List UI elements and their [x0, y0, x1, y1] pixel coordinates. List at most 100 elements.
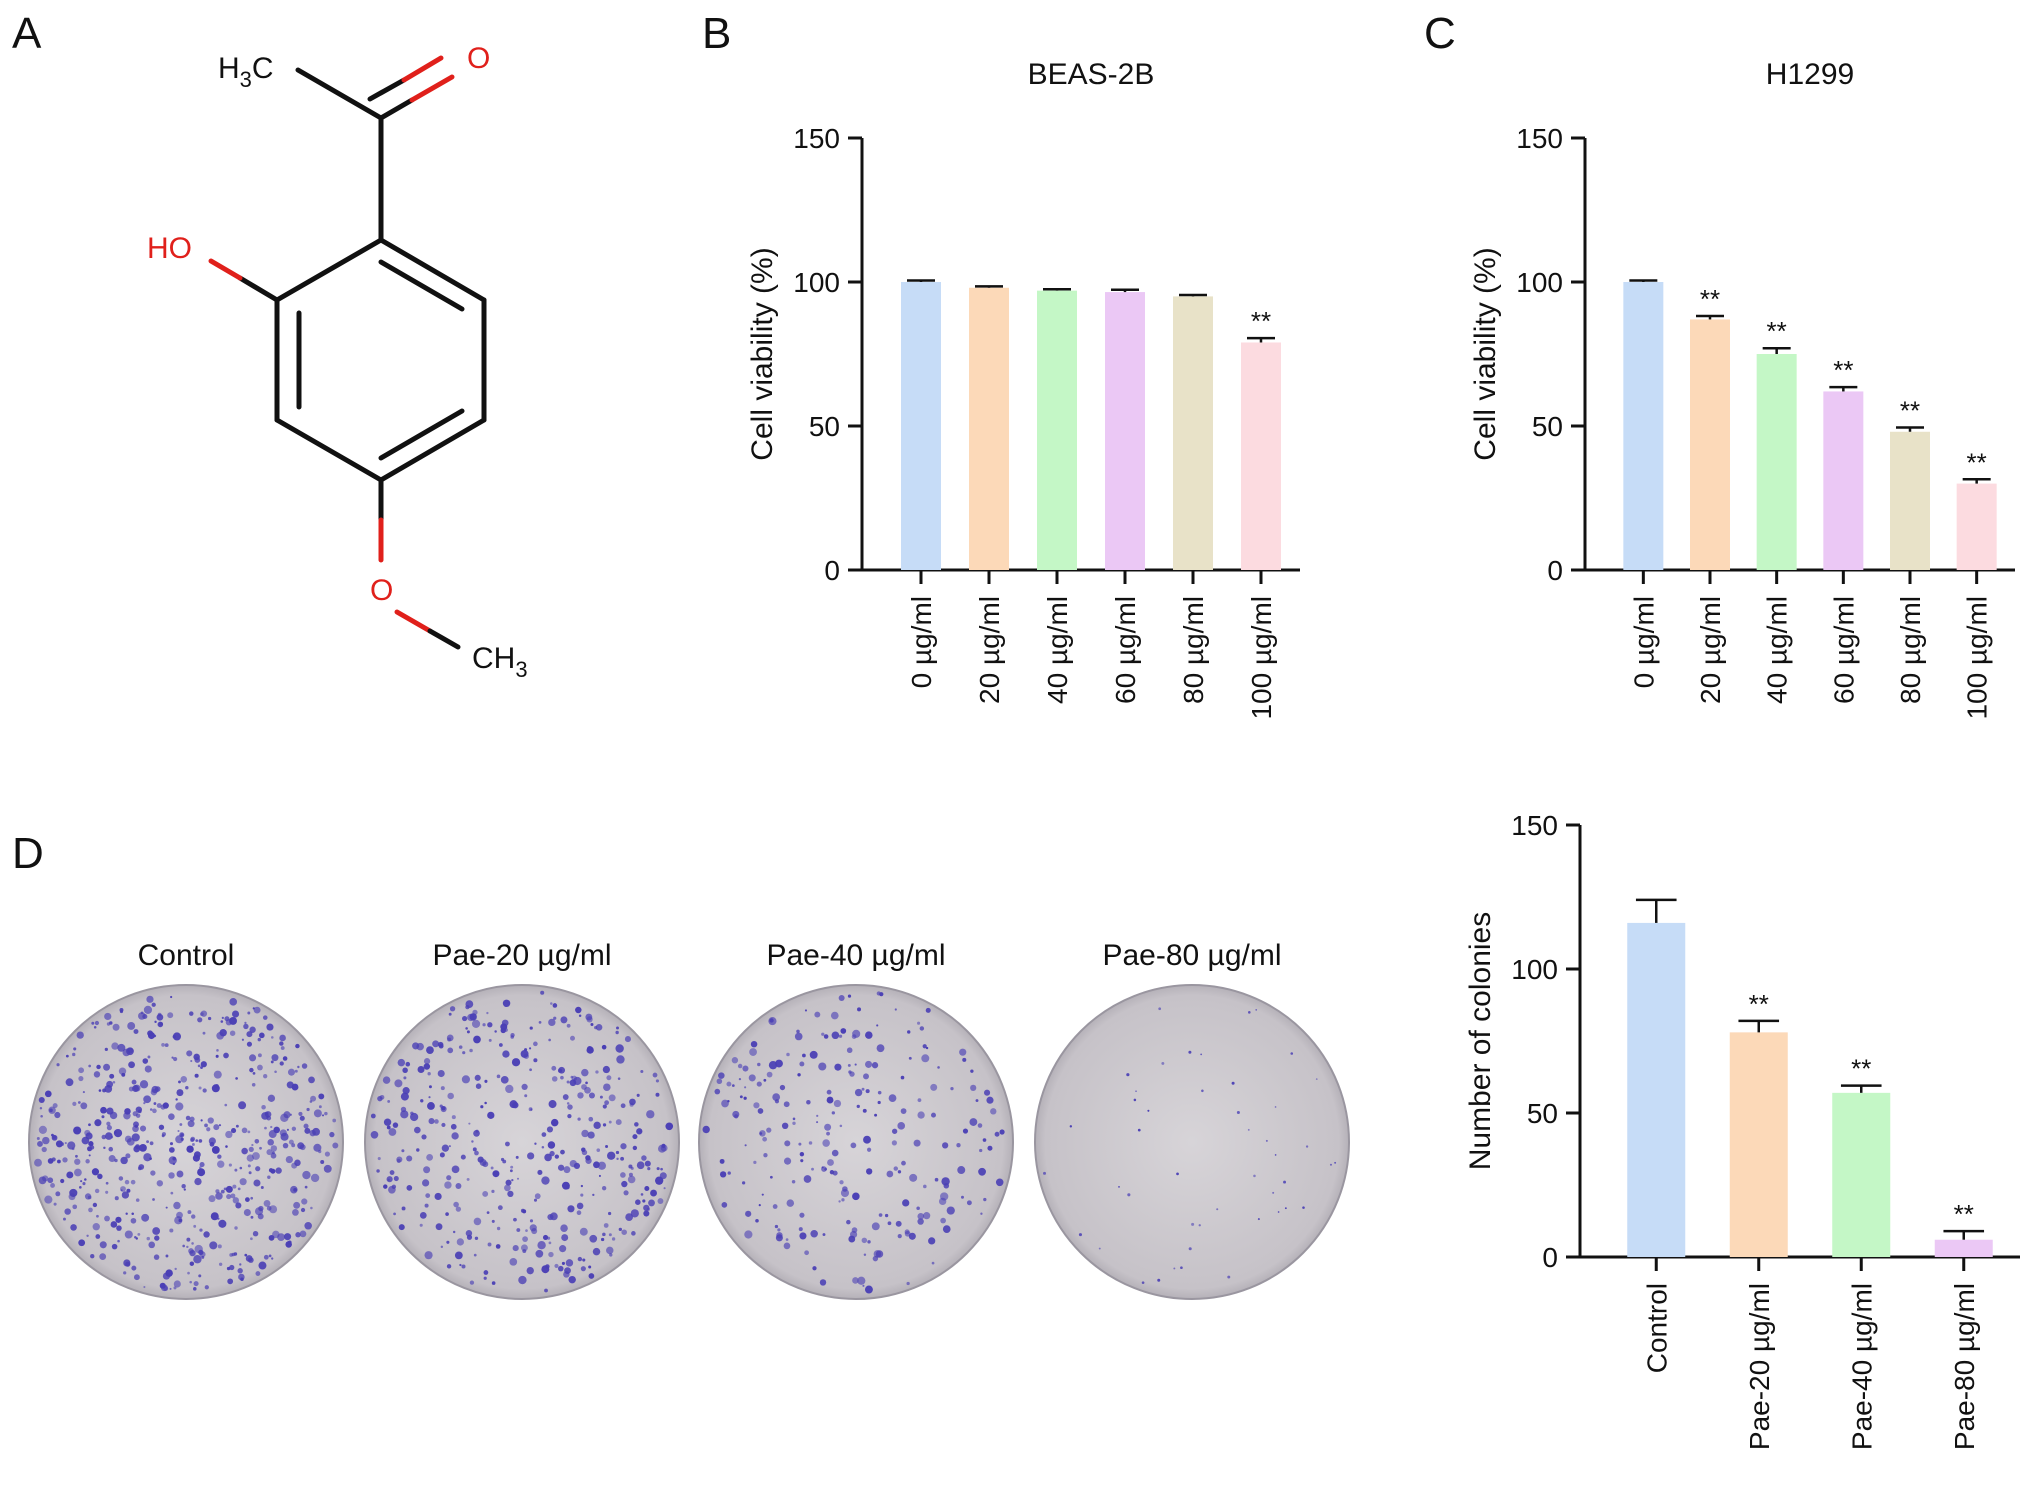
colony	[63, 1217, 66, 1221]
colony	[554, 1154, 559, 1159]
colony	[198, 1249, 204, 1255]
colony	[189, 1011, 194, 1016]
colony	[294, 1069, 298, 1073]
colony	[588, 1273, 595, 1279]
colony	[799, 1232, 807, 1240]
colony	[959, 1048, 967, 1056]
colony	[734, 1114, 739, 1119]
colony	[861, 1237, 868, 1244]
colony	[1201, 1089, 1204, 1093]
colony	[208, 1137, 216, 1145]
colony	[483, 1270, 489, 1275]
colony	[235, 1124, 239, 1128]
colony	[500, 1023, 508, 1031]
colony	[584, 1086, 591, 1094]
colony	[731, 1084, 735, 1087]
colony	[847, 1063, 851, 1067]
colony	[950, 1087, 954, 1091]
significance-label: **	[1967, 447, 1987, 477]
colony	[439, 1152, 445, 1158]
colony	[247, 1164, 251, 1168]
colony	[194, 1177, 202, 1186]
colony	[406, 1155, 413, 1162]
colony	[246, 1041, 252, 1047]
colony	[324, 1151, 330, 1157]
colony	[252, 1071, 256, 1075]
colony	[428, 1096, 431, 1099]
colony	[225, 1145, 228, 1148]
colony	[466, 1030, 470, 1034]
colony	[103, 1063, 111, 1071]
colony	[189, 1249, 196, 1257]
colony	[37, 1141, 43, 1147]
colony	[529, 1224, 537, 1232]
colony	[53, 1202, 57, 1206]
significance-label: **	[1900, 395, 1920, 425]
colony	[106, 1125, 112, 1131]
colony	[271, 1151, 275, 1155]
colony	[49, 1108, 53, 1113]
x-tick-label: 60 µg/ml	[1828, 596, 1859, 704]
colony	[538, 1021, 542, 1024]
colony	[798, 1227, 803, 1232]
colony	[88, 1123, 91, 1127]
carbonyl-double-bond-oxygen	[401, 55, 444, 83]
colony	[1255, 1009, 1258, 1011]
colony	[310, 1095, 317, 1102]
colony	[279, 1129, 287, 1137]
colony	[175, 1102, 184, 1111]
panel-letter-a: A	[12, 9, 42, 58]
x-tick-label: 0 µg/ml	[906, 596, 937, 688]
colony	[275, 1167, 282, 1174]
colony	[94, 1119, 102, 1127]
colony	[657, 1198, 664, 1204]
colony	[775, 1234, 783, 1242]
carbonyl-bond-oxygen	[409, 74, 455, 103]
colony	[449, 1006, 456, 1012]
colony	[90, 1254, 95, 1259]
colony	[377, 1156, 381, 1161]
colony	[137, 1109, 142, 1114]
colony	[796, 1029, 800, 1034]
colony	[819, 1279, 827, 1286]
ether-oxygen-label: O	[370, 574, 393, 607]
colony	[567, 1114, 572, 1119]
colony	[88, 1064, 92, 1068]
colony	[615, 1044, 624, 1053]
colony	[533, 1041, 538, 1047]
colony	[309, 1129, 316, 1137]
colony	[173, 1201, 181, 1210]
colony	[1265, 1139, 1268, 1142]
colony	[769, 1175, 773, 1179]
colony	[287, 1240, 292, 1245]
colony	[313, 1109, 322, 1118]
colony	[264, 1111, 269, 1116]
colony	[232, 1184, 237, 1189]
colony	[816, 1114, 819, 1117]
colony	[74, 1168, 82, 1177]
colony	[84, 1178, 87, 1181]
colony	[40, 1114, 43, 1118]
colony	[227, 1278, 234, 1285]
colony	[656, 1167, 660, 1171]
colony	[983, 1197, 987, 1202]
colony	[468, 1122, 471, 1125]
colony	[80, 1180, 83, 1183]
colony	[426, 1153, 434, 1161]
colony	[877, 1100, 881, 1105]
colony	[39, 1107, 43, 1110]
colony	[515, 1155, 519, 1159]
colony	[792, 1117, 796, 1121]
colony	[737, 1063, 743, 1069]
colony	[197, 1017, 203, 1023]
colony	[849, 1230, 858, 1239]
colony	[428, 1085, 432, 1089]
colony	[141, 1213, 150, 1222]
colony	[1069, 1125, 1073, 1128]
colony	[393, 1176, 399, 1182]
colony	[839, 1180, 844, 1185]
colony	[975, 1099, 979, 1103]
colony	[186, 1237, 191, 1242]
colony	[306, 1107, 310, 1112]
colony	[786, 1199, 795, 1207]
